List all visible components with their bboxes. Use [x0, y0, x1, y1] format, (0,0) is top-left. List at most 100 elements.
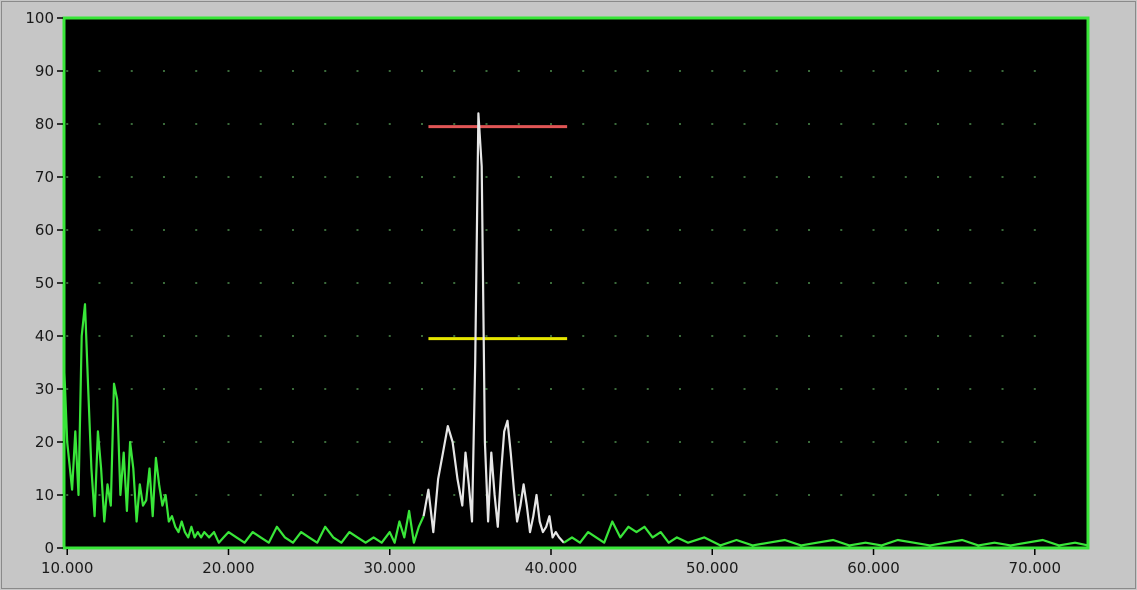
grid-dot [259, 441, 262, 443]
grid-dot [227, 388, 230, 390]
grid-dot [937, 70, 940, 72]
grid-dot [969, 335, 972, 337]
grid-dot [453, 282, 456, 284]
grid-dot [743, 123, 746, 125]
y-tick-label: 20 [35, 433, 54, 451]
grid-dot [904, 441, 907, 443]
grid-dot [517, 335, 520, 337]
grid-dot [969, 282, 972, 284]
grid-dot [937, 176, 940, 178]
y-tick-label: 40 [35, 327, 54, 345]
x-tick-label: 30.000 [363, 559, 416, 577]
grid-dot [582, 123, 585, 125]
grid-dot [324, 70, 327, 72]
grid-dot [259, 176, 262, 178]
grid-dot [840, 123, 843, 125]
grid-dot [808, 388, 811, 390]
grid-dot [388, 70, 391, 72]
y-tick-label: 50 [35, 274, 54, 292]
grid-dot [485, 176, 488, 178]
grid-dot [808, 123, 811, 125]
grid-dot [582, 229, 585, 231]
grid-dot [679, 123, 682, 125]
grid-dot [711, 282, 714, 284]
grid-dot [808, 494, 811, 496]
grid-dot [259, 335, 262, 337]
grid-dot [969, 441, 972, 443]
grid-dot [679, 282, 682, 284]
grid-dot [227, 494, 230, 496]
grid-dot [517, 494, 520, 496]
grid-dot [420, 229, 423, 231]
grid-dot [808, 176, 811, 178]
grid-dot [227, 441, 230, 443]
grid-dot [1001, 229, 1004, 231]
grid-dot [904, 494, 907, 496]
x-tick-label: 20.000 [202, 559, 255, 577]
grid-dot [162, 70, 165, 72]
grid-dot [227, 123, 230, 125]
grid-dot [646, 176, 649, 178]
y-tick-label: 10 [35, 486, 54, 504]
grid-dot [743, 494, 746, 496]
grid-dot [582, 282, 585, 284]
green-spectrum-line [563, 520, 1089, 547]
grid-dot [66, 176, 69, 178]
grid-dot [388, 282, 391, 284]
grid-dot [872, 335, 875, 337]
grid-dot [420, 123, 423, 125]
grid-dot [711, 335, 714, 337]
grid-dot [324, 388, 327, 390]
grid-dot [840, 176, 843, 178]
grid-dot [1001, 123, 1004, 125]
plot-area [64, 18, 1088, 548]
grid-dot [66, 123, 69, 125]
grid-dot [453, 494, 456, 496]
plot-frame [62, 16, 1090, 550]
grid-dot [775, 123, 778, 125]
x-tick-label: 40.000 [525, 559, 578, 577]
grid-dot [324, 176, 327, 178]
white-spectrum-line [422, 112, 565, 544]
grid-dot [420, 70, 423, 72]
grid-dot [453, 123, 456, 125]
grid-dot [614, 335, 617, 337]
grid-dot [550, 176, 553, 178]
grid-dot [291, 494, 294, 496]
grid-dot [550, 229, 553, 231]
grid-dot [195, 229, 198, 231]
grid-dot [291, 229, 294, 231]
grid-dot [937, 494, 940, 496]
grid-dot [195, 123, 198, 125]
grid-dot [904, 388, 907, 390]
grid-dot [259, 282, 262, 284]
grid-dot [1033, 441, 1036, 443]
grid-dot [872, 70, 875, 72]
green-spectrum-line [62, 303, 425, 544]
grid-dot [646, 335, 649, 337]
grid-dot [291, 441, 294, 443]
grid-dot [904, 176, 907, 178]
grid-dot [679, 335, 682, 337]
grid-dot [904, 335, 907, 337]
grid-dot [324, 441, 327, 443]
grid-dot [614, 494, 617, 496]
grid-dot [195, 176, 198, 178]
grid-dot [904, 282, 907, 284]
grid-dot [550, 441, 553, 443]
grid-dot [1001, 70, 1004, 72]
x-tick-label: 50.000 [686, 559, 739, 577]
grid-dot [840, 229, 843, 231]
grid-dot [743, 388, 746, 390]
grid-dot [162, 176, 165, 178]
grid-dot [162, 282, 165, 284]
grid-dot [743, 70, 746, 72]
grid-dot [775, 388, 778, 390]
grid-dot [937, 388, 940, 390]
y-tick-label: 0 [44, 539, 54, 557]
grid-dot [808, 335, 811, 337]
grid-dot [195, 441, 198, 443]
grid-dot [356, 70, 359, 72]
grid-dot [453, 388, 456, 390]
grid-dot [582, 335, 585, 337]
